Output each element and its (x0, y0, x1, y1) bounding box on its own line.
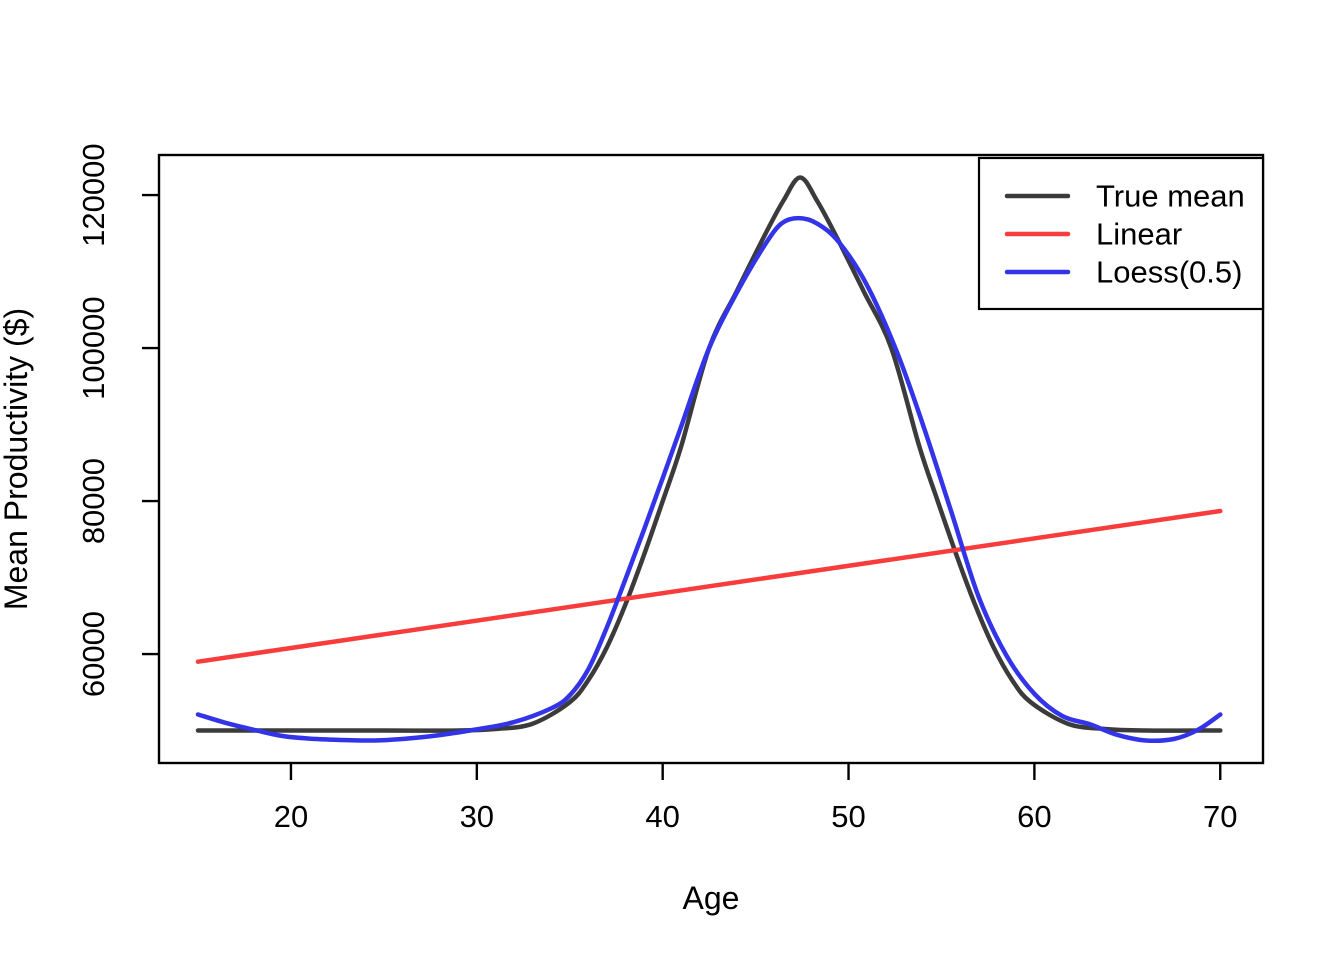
legend-label: Linear (1096, 217, 1182, 252)
y-tick-label: 60000 (76, 611, 111, 697)
x-axis-title: Age (683, 880, 740, 916)
y-tick-label: 100000 (76, 296, 111, 399)
y-axis-title: Mean Productivity ($) (0, 308, 34, 610)
y-tick-label: 80000 (76, 458, 111, 544)
x-tick-label: 20 (274, 799, 308, 834)
series-line-true-mean (195, 175, 1223, 733)
x-tick-label: 50 (831, 799, 865, 834)
x-tick-label: 60 (1017, 799, 1051, 834)
x-tick-label: 40 (645, 799, 679, 834)
plot-area: 20 30 40 50 60 70 60000 80000 100000 120000 (76, 143, 1265, 834)
y-tick-label: 120000 (76, 143, 111, 246)
legend-label: Loess(0.5) (1096, 255, 1242, 290)
x-tick-label: 70 (1203, 799, 1237, 834)
x-tick-label: 30 (460, 799, 494, 834)
legend-label: True mean (1096, 179, 1245, 214)
series-line-loess-0-5- (195, 215, 1223, 744)
series-line-linear (195, 508, 1223, 664)
plot-border (157, 153, 1265, 765)
